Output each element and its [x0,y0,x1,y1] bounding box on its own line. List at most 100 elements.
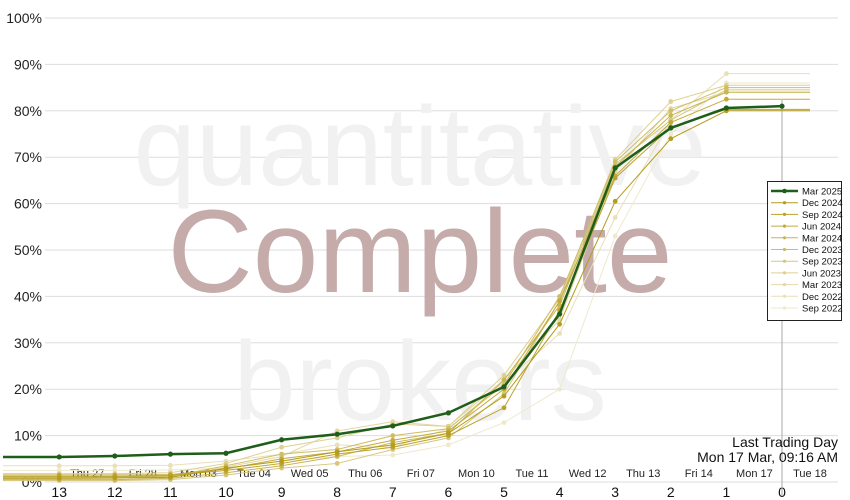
legend-label: Dec 2023 [802,245,843,256]
data-point [668,113,674,118]
x-tick-label: 6 [445,484,453,500]
legend-marker [782,283,787,287]
data-point [612,215,618,220]
data-point [723,105,730,111]
data-point [390,437,396,443]
y-tick-label: 10% [14,428,42,444]
y-tick-label: 50% [14,242,42,258]
data-point [279,458,284,464]
data-point [501,420,507,426]
data-point [668,108,674,114]
data-point [557,311,563,317]
legend-marker [782,201,787,205]
data-point [223,465,229,471]
data-point [557,331,562,336]
legend-marker [782,294,787,298]
date-label: Thu 13 [626,468,660,480]
y-tick-label: 30% [14,335,42,351]
legend-label: Sep 2024 [802,210,843,221]
data-point [334,449,340,455]
data-point [334,431,340,437]
data-point [279,437,285,443]
x-tick-label: 13 [51,484,67,500]
data-point [445,410,451,416]
annotation-line1: Last Trading Day [732,434,838,450]
data-point [557,321,562,327]
y-tick-label: 80% [14,103,42,119]
data-point [334,435,340,441]
data-point [279,444,284,450]
x-tick-label: 11 [163,484,178,500]
data-point [112,475,118,481]
x-tick-label: 12 [107,484,123,500]
legend-label: Jun 2024 [802,222,841,233]
data-point [167,451,173,457]
legend-marker [782,188,787,194]
data-point [279,451,284,457]
legend-label: Sep 2023 [802,257,843,268]
data-point [501,372,507,378]
data-point [501,384,507,390]
y-tick-label: 20% [14,381,42,397]
date-label: Tue 18 [793,468,827,480]
legend-marker [782,247,787,252]
y-axis-labels: 0%10%20%30%40%50%60%70%80%90%100% [6,10,42,490]
y-tick-label: 40% [14,288,42,304]
legend-marker [782,259,787,263]
data-point [724,89,729,95]
legend-marker [782,236,787,240]
data-point [223,450,229,456]
date-label: Fri 14 [685,468,713,480]
date-label: Tue 04 [237,468,271,480]
data-point [56,475,62,481]
x-tick-label: 9 [278,484,286,500]
data-point [168,474,173,480]
y-tick-label: 70% [14,149,42,165]
data-point [112,463,118,469]
x-tick-label: 10 [218,484,234,500]
legend-label: Dec 2022 [802,292,843,303]
date-label: Wed 12 [569,468,607,480]
data-point [668,125,674,131]
data-point [557,386,562,392]
data-point [612,165,618,171]
y-tick-label: 100% [6,10,42,26]
data-point [557,298,562,304]
legend-label: Jun 2023 [802,268,841,279]
legend-label: Mar 2023 [802,280,842,291]
legend-marker [782,306,787,310]
data-point [668,99,674,104]
data-point [334,461,340,466]
data-point [501,393,507,399]
date-label: Mon 10 [458,468,495,480]
series-mar-2025 [3,103,785,460]
x-tick-label: 2 [667,484,675,500]
data-point [612,233,618,239]
data-point [56,463,62,469]
data-point [668,131,674,137]
x-tick-label: 4 [556,484,564,500]
legend-marker [782,212,787,216]
data-point [168,462,173,468]
series-group [3,71,810,484]
watermark: quantitative Complete brokers [134,84,707,444]
data-point [56,454,62,460]
data-point [612,159,618,165]
data-point [334,442,340,448]
data-point [390,442,396,448]
legend-label: Mar 2025 [802,187,842,198]
data-point [446,442,451,448]
x-tick-label: 3 [611,484,619,500]
data-point [612,198,618,204]
data-point [668,120,674,125]
data-point [390,423,396,429]
gridlines [45,17,838,483]
legend-marker [782,224,787,228]
date-label: Wed 05 [291,468,329,480]
date-label: Fri 07 [407,468,435,480]
data-point [612,175,618,181]
date-label: Thu 06 [348,468,382,480]
watermark-line2: Complete [167,186,672,318]
